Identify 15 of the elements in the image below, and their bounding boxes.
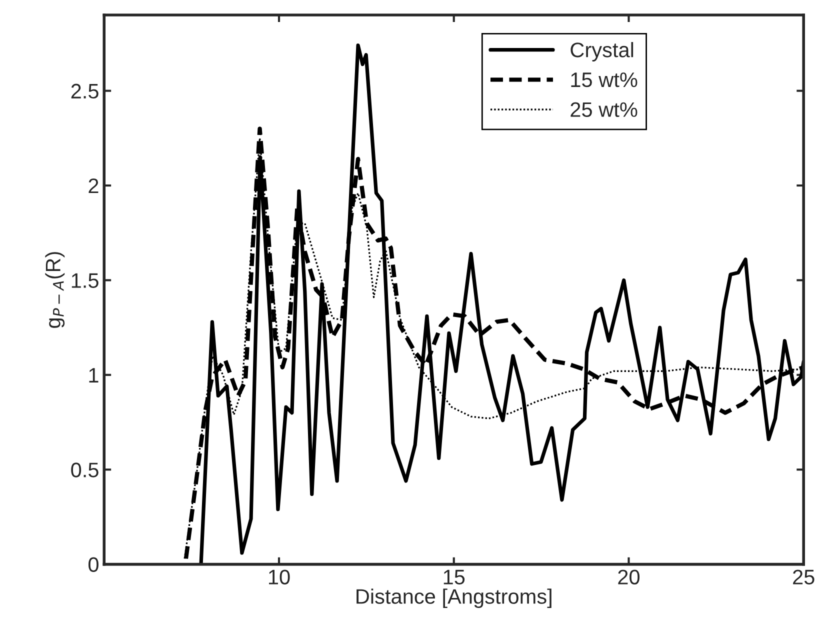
x-tick-label: 25 — [793, 570, 814, 584]
y-tick-label: 2 — [88, 178, 98, 194]
x-axis-title: Distance [Angstroms] — [356, 588, 552, 608]
legend-label: 25 wt% — [570, 102, 638, 118]
x-tick-label: 10 — [269, 570, 290, 584]
legend-label: 15 wt% — [571, 72, 638, 88]
legend-label: Crystal — [570, 42, 634, 62]
y-tick-label: 1 — [89, 368, 98, 382]
x-tick-label: 20 — [618, 570, 640, 584]
y-tick-label: 0.5 — [71, 462, 98, 478]
y-tick-label: 1.5 — [72, 273, 98, 288]
y-axis-title: g$_{P−A}$(R) — [45, 252, 65, 328]
y-tick-label: 2.5 — [71, 84, 98, 99]
y-tick-label: 0 — [88, 557, 98, 572]
x-tick-label: 15 — [444, 570, 465, 584]
